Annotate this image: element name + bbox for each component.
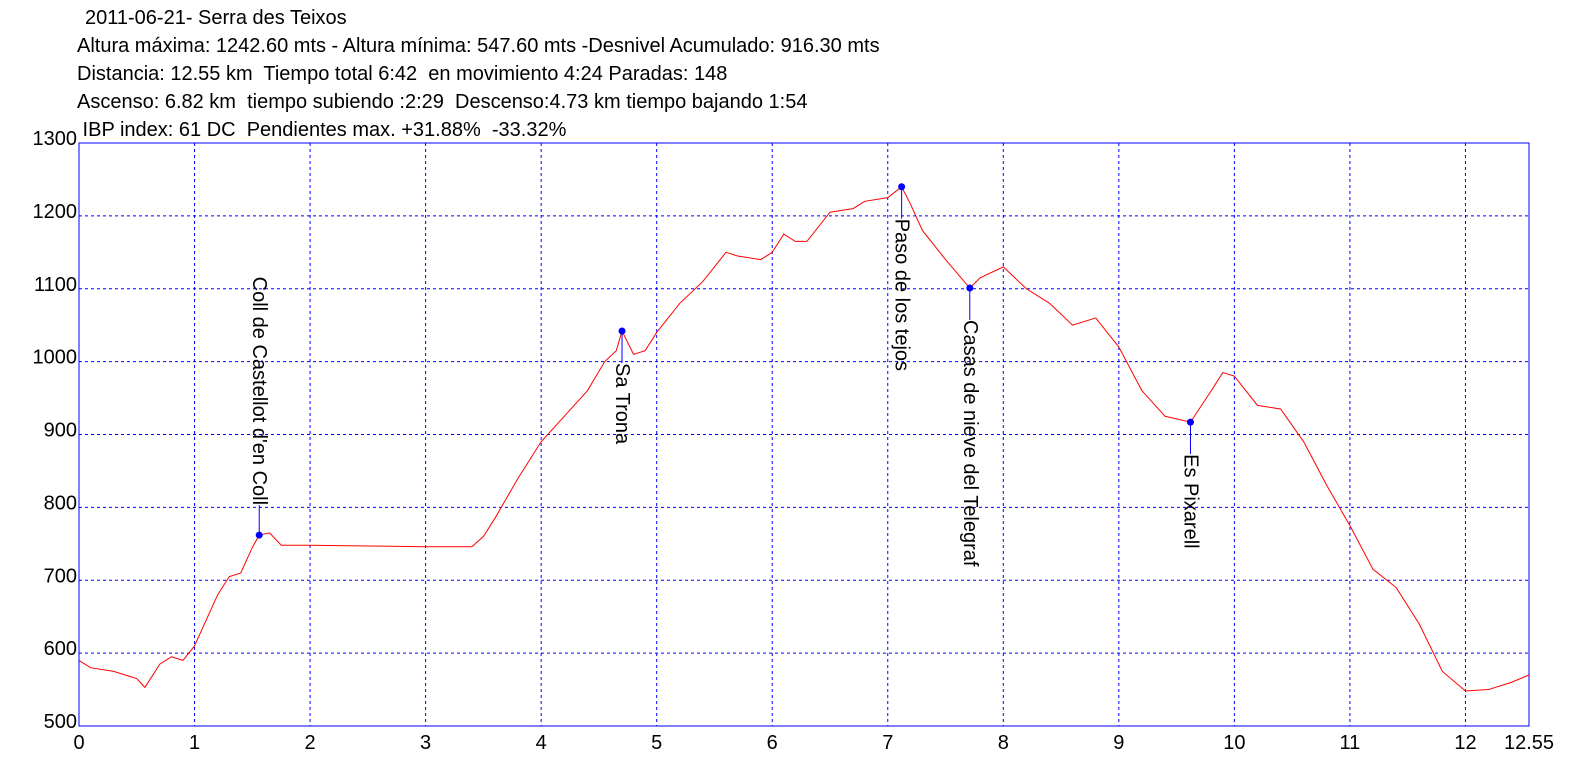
x-tick-label: 9: [1113, 732, 1124, 754]
x-tick-label: 10: [1223, 732, 1245, 754]
x-tick-label: 1: [189, 732, 200, 754]
waypoint-label: Es Pixarell: [1179, 454, 1201, 548]
waypoint-marker: [255, 531, 263, 539]
x-tick-label: 11: [1340, 732, 1361, 754]
x-tick-label: 6: [767, 732, 778, 754]
y-tick-label: 1300: [33, 128, 78, 150]
x-tick-label: 3: [420, 732, 431, 754]
y-tick-label: 1000: [33, 347, 78, 369]
waypoint-marker: [1186, 418, 1194, 426]
y-tick-label: 700: [44, 565, 77, 587]
waypoint-label: Coll de Castellot d'en Coll: [248, 277, 270, 505]
y-tick-label: 800: [44, 492, 77, 514]
y-tick-label: 900: [44, 420, 77, 442]
x-tick-label: 12: [1454, 732, 1476, 754]
y-tick-label: 1200: [33, 201, 78, 223]
waypoint-marker: [898, 183, 906, 191]
waypoint-label: Paso de los tejos: [891, 219, 913, 371]
y-tick-label: 600: [44, 638, 77, 660]
x-tick-label: 5: [651, 732, 662, 754]
waypoint-marker: [966, 284, 974, 292]
y-tick-label: 500: [44, 711, 77, 733]
x-tick-label: 12.55: [1504, 732, 1554, 754]
subtitle-line: Distancia: 12.55 km Tiempo total 6:42 en…: [77, 63, 727, 85]
x-tick-label: 8: [998, 732, 1009, 754]
subtitle-line: Ascenso: 6.82 km tiempo subiendo :2:29 D…: [77, 91, 807, 113]
chart-title: 2011-06-21- Serra des Teixos: [85, 7, 347, 29]
plot-border: [78, 142, 1530, 727]
x-tick-label: 7: [882, 732, 893, 754]
waypoint-label: Sa Trona: [611, 363, 633, 445]
elevation-line: [78, 185, 1530, 692]
x-tick-label: 2: [305, 732, 316, 754]
x-tick-label: 4: [536, 732, 547, 754]
y-tick-label: 1100: [34, 274, 77, 296]
waypoint-marker: [618, 327, 626, 335]
subtitle-line: Altura máxima: 1242.60 mts - Altura míni…: [77, 35, 880, 57]
waypoint-label: Casas de nieve del Telegraf: [959, 320, 981, 567]
subtitle-line: IBP index: 61 DC Pendientes max. +31.88%…: [77, 119, 567, 141]
x-tick-label: 0: [73, 732, 84, 754]
